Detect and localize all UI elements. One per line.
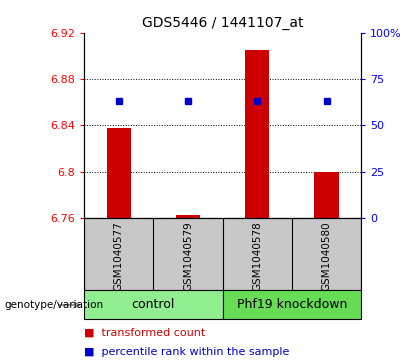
Text: ■  percentile rank within the sample: ■ percentile rank within the sample — [84, 347, 289, 357]
Text: ■  transformed count: ■ transformed count — [84, 327, 205, 337]
Text: control: control — [131, 298, 175, 311]
Text: genotype/variation: genotype/variation — [4, 300, 103, 310]
Text: GSM1040578: GSM1040578 — [252, 221, 262, 291]
Bar — [245, 50, 269, 218]
Text: GSM1040579: GSM1040579 — [183, 221, 193, 291]
Bar — [176, 216, 200, 218]
Title: GDS5446 / 1441107_at: GDS5446 / 1441107_at — [142, 16, 303, 30]
Bar — [315, 172, 339, 218]
Bar — [223, 290, 361, 319]
Text: Phf19 knockdown: Phf19 knockdown — [237, 298, 347, 311]
Text: GSM1040577: GSM1040577 — [114, 221, 123, 291]
Bar — [107, 127, 131, 218]
Text: GSM1040580: GSM1040580 — [322, 221, 331, 291]
Bar — [84, 290, 223, 319]
